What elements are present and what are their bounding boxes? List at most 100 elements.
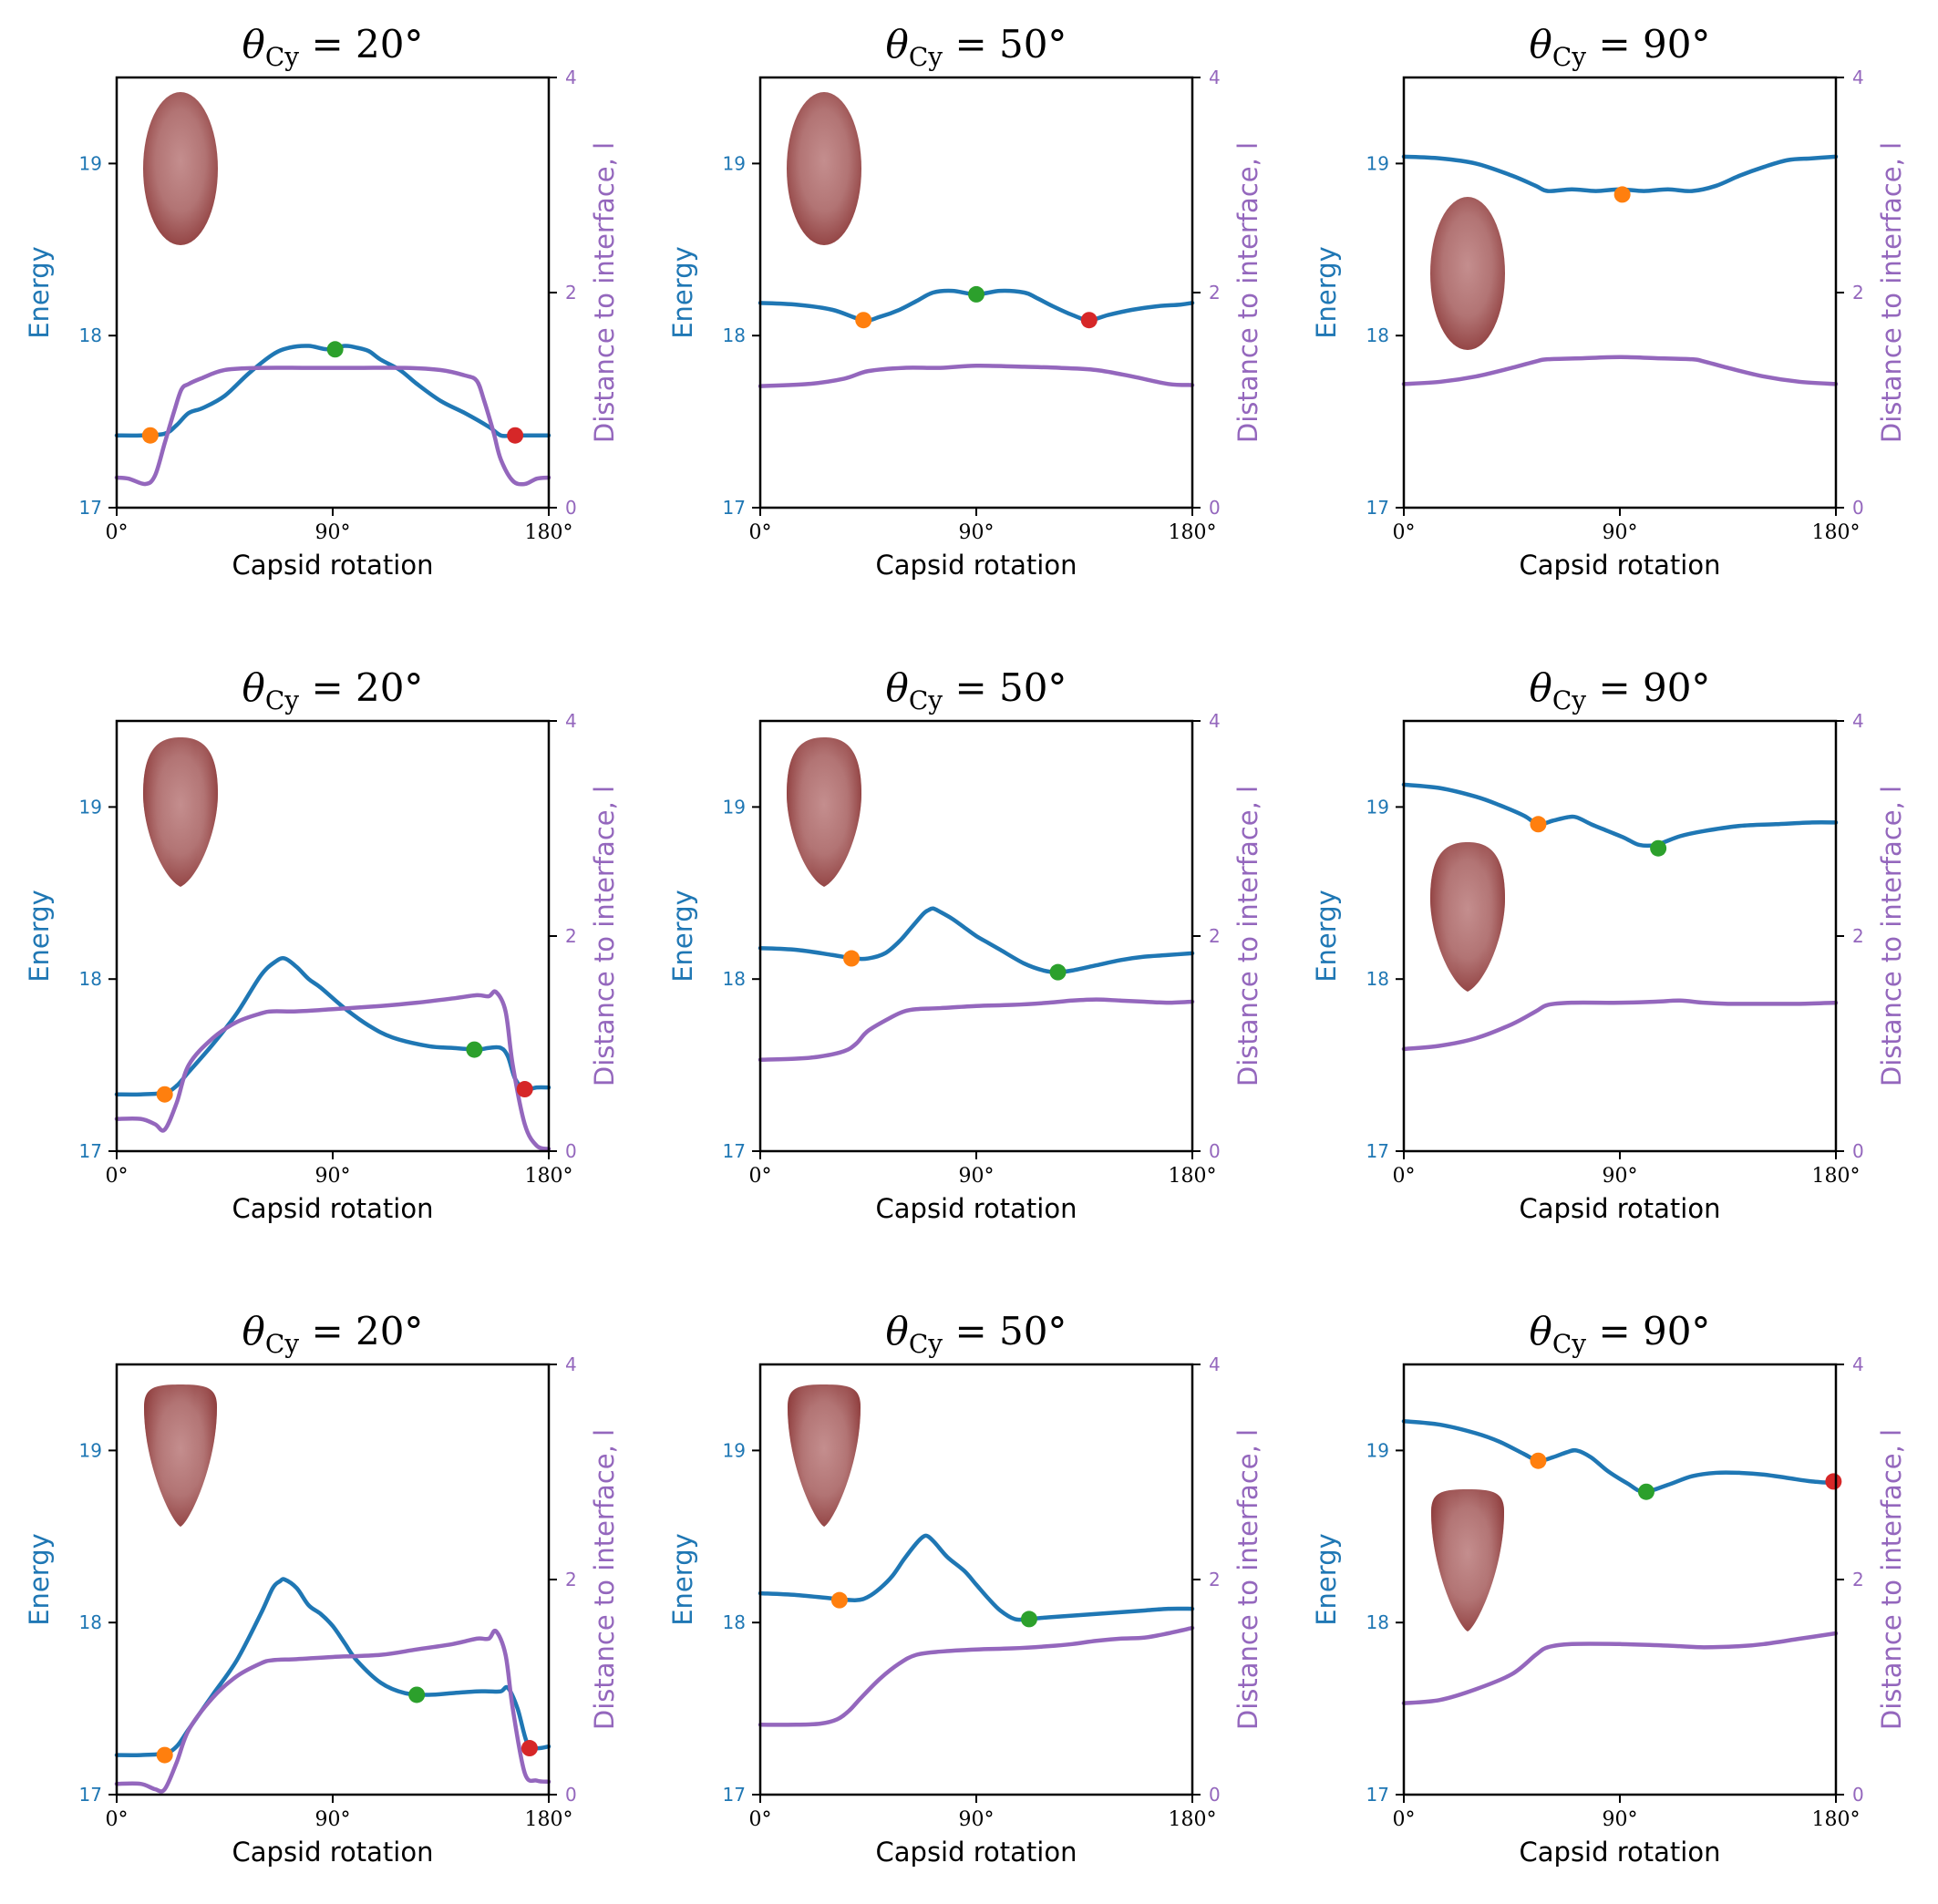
x-tick-label: 180° [525, 1808, 573, 1831]
y-left-tick-label: 17 [723, 1140, 746, 1162]
marker-orange [1613, 186, 1631, 203]
y-left-tick-label: 18 [79, 968, 102, 990]
y-left-axis-label: Energy [1311, 246, 1342, 339]
chart-title: θCy = 90° [1530, 1309, 1711, 1359]
y-right-tick-label: 0 [1209, 497, 1221, 519]
y-right-tick-label: 2 [1209, 1569, 1221, 1590]
y-right-tick-label: 4 [1209, 710, 1221, 732]
x-tick-label: 90° [959, 1808, 995, 1831]
marker-orange [843, 950, 861, 967]
capsid-shading [143, 737, 218, 887]
capsid-image [1430, 197, 1505, 350]
energy-line [1401, 154, 1839, 193]
y-right-axis-label: Distance to interface, l [1876, 142, 1907, 443]
title-subscript: Cy [909, 1329, 943, 1359]
chart-title: θCy = 20° [242, 1309, 424, 1359]
y-left-tick-label: 19 [723, 152, 746, 174]
y-left-tick-label: 17 [79, 497, 102, 519]
y-left-tick-label: 19 [79, 796, 102, 818]
x-tick-label: 0° [1393, 1808, 1416, 1831]
y-right-tick-label: 4 [1209, 67, 1221, 88]
x-axis-label: Capsid rotation [876, 1837, 1077, 1868]
chart-panel: θCy = 20° 0° 90° 180° Capsid rotation 17 18 19 E… [24, 665, 620, 1224]
marker-green [1650, 839, 1667, 857]
y-right-axis-label: Distance to interface, l [1232, 1429, 1263, 1730]
energy-line [114, 956, 552, 1097]
x-tick-label: 90° [959, 1165, 995, 1188]
title-subscript: Cy [265, 685, 299, 715]
y-left-tick-label: 17 [1366, 1784, 1389, 1806]
y-right-tick-label: 0 [565, 497, 577, 519]
chart-panel: θCy = 90° 0° 90° 180° Capsid rotation 17 18 19 E… [1311, 22, 1907, 581]
title-value: = 20° [299, 1309, 423, 1353]
title-value: = 90° [1586, 665, 1710, 710]
y-right-tick-label: 0 [565, 1784, 577, 1806]
x-tick-label: 90° [1603, 521, 1638, 544]
x-tick-label: 0° [749, 1808, 772, 1831]
energy-line [1401, 782, 1839, 849]
y-left-tick-label: 17 [723, 1784, 746, 1806]
y-left-axis-label: Energy [24, 1533, 55, 1626]
marker-green [1049, 963, 1067, 981]
y-left-tick-label: 19 [79, 152, 102, 174]
y-right-tick-label: 2 [565, 1569, 577, 1590]
y-right-tick-label: 4 [565, 710, 577, 732]
x-tick-label: 90° [315, 1165, 351, 1188]
x-tick-label: 90° [315, 1808, 351, 1831]
y-left-axis-label: Energy [667, 1533, 698, 1626]
distance-line [758, 1625, 1195, 1727]
chart-title: θCy = 20° [242, 665, 424, 715]
x-axis-label: Capsid rotation [1520, 1837, 1721, 1868]
marker-orange [141, 427, 159, 444]
title-subscript: Cy [265, 42, 299, 72]
energy-line [758, 906, 1195, 974]
x-tick-label: 90° [1603, 1808, 1638, 1831]
marker-orange [855, 312, 872, 329]
y-left-tick-label: 18 [723, 1611, 746, 1633]
marker-orange [156, 1086, 173, 1103]
distance-line [114, 365, 552, 487]
title-subscript: Cy [1552, 685, 1586, 715]
title-subscript: Cy [265, 1329, 299, 1359]
y-right-axis-label: Distance to interface, l [1876, 1429, 1907, 1730]
title-subscript: Cy [909, 42, 943, 72]
x-tick-label: 180° [525, 521, 573, 544]
marker-orange [156, 1746, 173, 1764]
title-symbol: θ [886, 1309, 909, 1353]
x-axis-label: Capsid rotation [1520, 550, 1721, 581]
marker-green [408, 1686, 426, 1703]
capsid-image [787, 92, 861, 245]
y-right-tick-label: 0 [1852, 497, 1864, 519]
x-axis-label: Capsid rotation [232, 1193, 434, 1224]
y-right-axis-label: Distance to interface, l [589, 1429, 620, 1730]
y-right-tick-label: 0 [1209, 1784, 1221, 1806]
y-left-tick-label: 17 [1366, 497, 1389, 519]
x-tick-label: 90° [315, 521, 351, 544]
marker-orange [1530, 816, 1547, 833]
marker-red [521, 1740, 538, 1757]
y-left-tick-label: 19 [1366, 796, 1389, 818]
capsid-shading [788, 1384, 861, 1527]
y-left-tick-label: 19 [723, 1439, 746, 1461]
y-right-tick-label: 4 [1852, 710, 1864, 732]
capsid-shading [787, 737, 861, 887]
y-left-tick-label: 17 [723, 497, 746, 519]
title-symbol: θ [1530, 1309, 1552, 1353]
title-value: = 20° [299, 665, 423, 710]
x-tick-label: 0° [749, 1165, 772, 1188]
capsid-image [143, 92, 218, 245]
y-left-tick-label: 19 [723, 796, 746, 818]
y-left-axis-label: Energy [24, 246, 55, 339]
chart-panel: θCy = 20° 0° 90° 180° Capsid rotation 17 18 19 E… [24, 22, 620, 581]
y-right-tick-label: 2 [565, 282, 577, 304]
x-tick-label: 180° [1169, 521, 1217, 544]
energy-line [758, 1533, 1195, 1622]
y-left-tick-label: 18 [1366, 324, 1389, 346]
y-right-tick-label: 4 [1209, 1353, 1221, 1375]
x-tick-label: 90° [1603, 1165, 1638, 1188]
y-left-tick-label: 17 [1366, 1140, 1389, 1162]
chart-title: θCy = 50° [886, 1309, 1067, 1359]
y-right-tick-label: 0 [1209, 1140, 1221, 1162]
y-right-tick-label: 2 [1209, 282, 1221, 304]
